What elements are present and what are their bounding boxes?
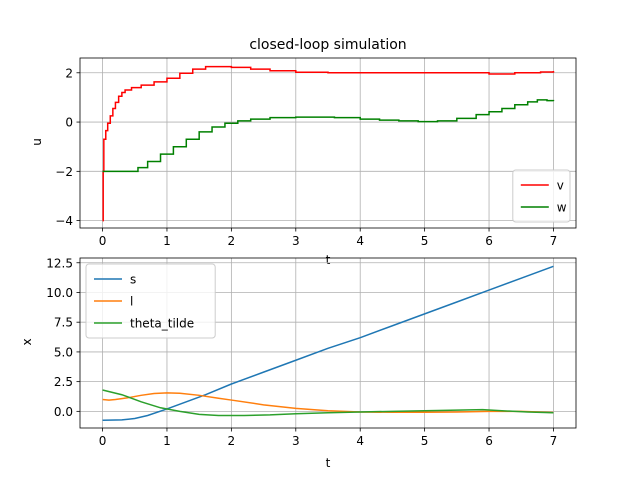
series-line-s bbox=[102, 265, 554, 422]
y-tick-label: 5.0 bbox=[54, 345, 73, 359]
x-tick-label: 5 bbox=[421, 434, 429, 448]
series-line-w bbox=[102, 99, 555, 173]
control-input-chart: closed-loop simulation 0 1 2 3 4 5 6 7−4−202vw … bbox=[30, 37, 577, 267]
x-tick-label: 1 bbox=[163, 234, 171, 248]
legend-label-l: l bbox=[130, 295, 133, 309]
x-tick-label: 1 bbox=[163, 434, 171, 448]
legend-label-v: v bbox=[557, 179, 564, 193]
x-tick-label: 4 bbox=[356, 434, 364, 448]
x-tick-label: 2 bbox=[228, 234, 236, 248]
y-tick-label: 10.0 bbox=[46, 286, 73, 300]
y-tick-label: 0 bbox=[65, 116, 73, 130]
y-tick-label: −4 bbox=[55, 214, 73, 228]
legend-label-s: s bbox=[130, 273, 136, 287]
legend-label-theta_tilde: theta_tilde bbox=[130, 317, 194, 331]
series-line-v bbox=[102, 65, 555, 222]
y-tick-label: 0.0 bbox=[54, 405, 73, 419]
x-tick-label: 0 bbox=[99, 234, 107, 248]
y-axis-label: x bbox=[20, 338, 34, 345]
x-axis-label: t bbox=[326, 253, 331, 267]
x-tick-label: 4 bbox=[356, 234, 364, 248]
y-tick-label: 12.5 bbox=[46, 256, 73, 270]
x-tick-label: 7 bbox=[550, 434, 558, 448]
plot-area: 0 1 2 3 4 5 6 7 −4 −2 0 2 vw bbox=[55, 57, 577, 248]
x-tick-label: 6 bbox=[485, 234, 493, 248]
legend-box bbox=[85, 263, 216, 339]
x-tick-label: 0 bbox=[99, 434, 107, 448]
x-tick-label: 6 bbox=[485, 434, 493, 448]
x-tick-label: 5 bbox=[421, 234, 429, 248]
x-tick-label: 2 bbox=[228, 434, 236, 448]
x-tick-label: 7 bbox=[550, 234, 558, 248]
x-tick-label: 3 bbox=[292, 234, 300, 248]
legend: vw bbox=[512, 169, 571, 223]
y-tick-label: 2 bbox=[65, 66, 73, 80]
y-tick-label: 2.5 bbox=[54, 375, 73, 389]
series-line-l bbox=[102, 392, 554, 414]
legend-label-w: w bbox=[557, 201, 567, 215]
legend: sl theta_tilde bbox=[85, 263, 216, 339]
legend-box bbox=[512, 169, 571, 223]
y-tick-label: 7.5 bbox=[54, 316, 73, 330]
axes-frame bbox=[79, 57, 577, 229]
x-axis-label: t bbox=[326, 456, 331, 470]
axes-frame bbox=[79, 257, 577, 429]
state-chart: 0 1 2 3 4 5 6 7 0.0 2.5 5.0 7.5 10.0 12.5 sl theta_tild… bbox=[20, 256, 577, 470]
y-axis-label: u bbox=[30, 138, 44, 146]
x-tick-label: 3 bbox=[292, 434, 300, 448]
plot-area: 0 1 2 3 4 5 6 7 0.0 2.5 5.0 7.5 10.0 12.5 sl theta_tild… bbox=[46, 256, 577, 448]
chart-title: closed-loop simulation bbox=[249, 37, 406, 53]
y-tick-label: −2 bbox=[55, 165, 73, 179]
series-line-theta_tilde bbox=[102, 389, 554, 417]
